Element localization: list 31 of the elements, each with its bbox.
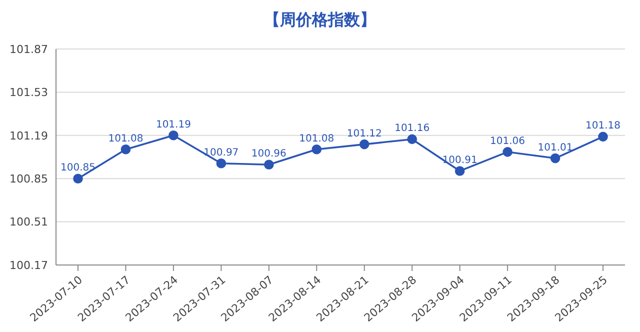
- y-tick-label: 101.53: [10, 86, 48, 100]
- data-label: 100.91: [442, 154, 478, 166]
- data-label: 101.19: [156, 119, 191, 130]
- y-tick-label: 100.17: [10, 258, 48, 272]
- data-label: 101.06: [490, 136, 526, 147]
- data-label: 100.97: [204, 147, 239, 158]
- point: [454, 166, 465, 176]
- point: [550, 153, 560, 164]
- data-label: 100.85: [60, 162, 96, 174]
- point: [216, 158, 226, 168]
- data-label: 101.08: [108, 133, 144, 144]
- point: [168, 130, 178, 140]
- data-label: 101.18: [586, 120, 620, 132]
- data-label: 100.96: [251, 148, 286, 160]
- data-label: 101.16: [394, 123, 430, 134]
- point: [312, 144, 322, 154]
- point: [73, 174, 83, 184]
- point: [120, 144, 131, 154]
- point: [407, 134, 417, 144]
- y-tick-label: 100.51: [10, 216, 48, 229]
- y-tick-label: 101.87: [10, 42, 48, 56]
- data-label: 101.08: [299, 133, 334, 144]
- chart-title: 【周价格指数】: [263, 10, 377, 31]
- point: [502, 147, 512, 157]
- data-label: 101.12: [346, 128, 382, 140]
- point: [359, 139, 370, 150]
- data-label: 101.01: [538, 142, 573, 154]
- point: [264, 160, 274, 170]
- point: [598, 132, 608, 142]
- y-tick-label: 100.85: [10, 172, 48, 186]
- y-tick-label: 101.19: [10, 129, 48, 142]
